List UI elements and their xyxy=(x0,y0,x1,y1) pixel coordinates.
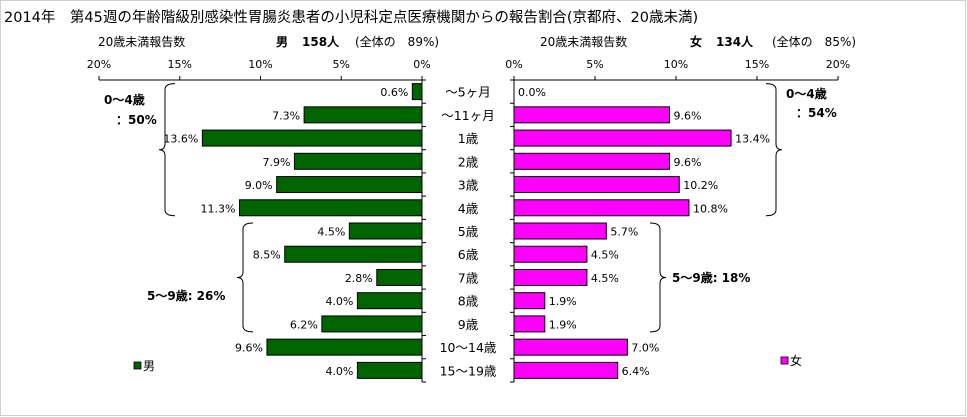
male-bar xyxy=(303,106,423,124)
category-label: 5歳 xyxy=(458,224,479,239)
female-bar xyxy=(513,245,588,263)
male-data-label: 4.0% xyxy=(325,365,353,378)
category-label: 1歳 xyxy=(458,131,479,146)
male-x-tick-label: 0% xyxy=(413,58,430,71)
male-annotation-5-9: 5〜9歳: 26% xyxy=(147,288,225,303)
female-x-tick-label: 5% xyxy=(586,58,603,71)
female-header-sex: 女 xyxy=(690,35,703,49)
female-bar xyxy=(513,152,671,170)
female-data-label: 9.6% xyxy=(674,109,702,122)
category-label: 〜11ヶ月 xyxy=(441,108,494,123)
male-header-sex: 男 xyxy=(276,35,289,49)
category-label: 7歳 xyxy=(458,270,479,285)
female-bracket-0-4 xyxy=(765,83,783,217)
male-bar xyxy=(348,222,423,240)
female-data-label: 1.9% xyxy=(549,318,577,331)
male-bracket-5-9 xyxy=(236,222,254,333)
male-bar xyxy=(284,245,423,263)
female-x-tick-label: 10% xyxy=(664,58,688,71)
female-data-label: 0.0% xyxy=(518,86,546,99)
male-x-tick-label: 15% xyxy=(168,58,192,71)
female-bar xyxy=(513,106,671,124)
female-x-tick-label: 15% xyxy=(745,58,769,71)
male-bar xyxy=(411,83,423,101)
male-bar xyxy=(239,199,423,217)
female-data-label: 4.5% xyxy=(591,249,619,262)
male-bar xyxy=(266,338,423,356)
female-annotation-0-4-line2: ：54% xyxy=(796,106,837,120)
female-data-label: 5.7% xyxy=(610,226,638,239)
chart-title: 2014年 第45週の年齢階級別感染性胃腸炎患者の小児科定点医療機関からの報告割… xyxy=(4,10,699,26)
female-bar xyxy=(513,315,546,333)
female-bar xyxy=(513,199,690,217)
male-x-tick-label: 10% xyxy=(248,58,272,71)
male-bar xyxy=(201,129,423,147)
female-data-label: 1.9% xyxy=(549,295,577,308)
female-header-share: (全体の 85%) xyxy=(772,35,857,49)
female-bar xyxy=(513,222,607,240)
category-label: 10〜14歳 xyxy=(440,340,497,355)
female-x-tick-label: 20% xyxy=(826,58,850,71)
category-label: 2歳 xyxy=(458,154,479,169)
male-bar xyxy=(356,292,423,310)
male-data-label: 2.8% xyxy=(345,272,373,285)
male-bar xyxy=(276,176,423,194)
male-header-label: 20歳未満報告数 xyxy=(98,35,186,49)
male-bracket-0-4 xyxy=(158,83,176,217)
male-data-label: 0.6% xyxy=(380,86,408,99)
male-bar xyxy=(356,361,423,379)
female-x-tick-label: 0% xyxy=(505,58,522,71)
female-bracket-5-9 xyxy=(649,222,667,333)
female-bar xyxy=(513,361,619,379)
category-label: 6歳 xyxy=(458,247,479,262)
male-header-count: 158人 xyxy=(302,35,340,49)
male-data-label: 9.6% xyxy=(235,342,263,355)
male-legend-label: 男 xyxy=(143,359,155,373)
male-legend-swatch xyxy=(133,361,142,370)
female-bar xyxy=(513,129,732,147)
female-annotation-0-4-line1: 0〜4歳 xyxy=(786,86,827,101)
female-bar xyxy=(513,338,628,356)
male-data-label: 11.3% xyxy=(201,202,236,215)
category-label: 8歳 xyxy=(458,294,479,309)
category-label: 3歳 xyxy=(458,178,479,193)
male-x-tick-label: 20% xyxy=(87,58,111,71)
category-label: 9歳 xyxy=(458,317,479,332)
category-label: 〜5ヶ月 xyxy=(445,85,490,100)
male-bar xyxy=(376,268,423,286)
category-label: 4歳 xyxy=(458,201,479,216)
male-data-label: 4.5% xyxy=(317,226,345,239)
male-bar xyxy=(321,315,423,333)
female-data-label: 6.4% xyxy=(622,365,650,378)
female-bar xyxy=(513,176,680,194)
male-x-tick-label: 5% xyxy=(333,58,350,71)
male-data-label: 7.3% xyxy=(272,109,300,122)
female-annotation-5-9: 5〜9歳: 18% xyxy=(672,270,750,285)
male-data-label: 6.2% xyxy=(290,318,318,331)
female-data-label: 9.6% xyxy=(674,156,702,169)
category-label: 15〜19歳 xyxy=(440,363,497,378)
female-legend-swatch xyxy=(780,356,789,365)
female-header-label: 20歳未満報告数 xyxy=(540,35,628,49)
female-bar xyxy=(513,268,588,286)
male-header-share: (全体の 89%) xyxy=(355,35,440,49)
female-data-label: 4.5% xyxy=(591,272,619,285)
male-annotation-0-4-line1: 0〜4歳 xyxy=(104,92,145,107)
female-data-label: 10.8% xyxy=(693,202,728,215)
female-header-count: 134人 xyxy=(716,35,754,49)
male-data-label: 13.6% xyxy=(163,133,198,146)
male-annotation-0-4-line2: ：50% xyxy=(116,113,157,127)
female-legend-label: 女 xyxy=(790,353,802,368)
male-data-label: 8.5% xyxy=(253,249,281,262)
male-bar xyxy=(293,152,423,170)
female-bar xyxy=(513,292,546,310)
male-data-label: 4.0% xyxy=(325,295,353,308)
female-data-label: 13.4% xyxy=(735,133,770,146)
female-data-label: 10.2% xyxy=(683,179,718,192)
female-data-label: 7.0% xyxy=(631,342,659,355)
male-data-label: 7.9% xyxy=(262,156,290,169)
male-data-label: 9.0% xyxy=(245,179,273,192)
